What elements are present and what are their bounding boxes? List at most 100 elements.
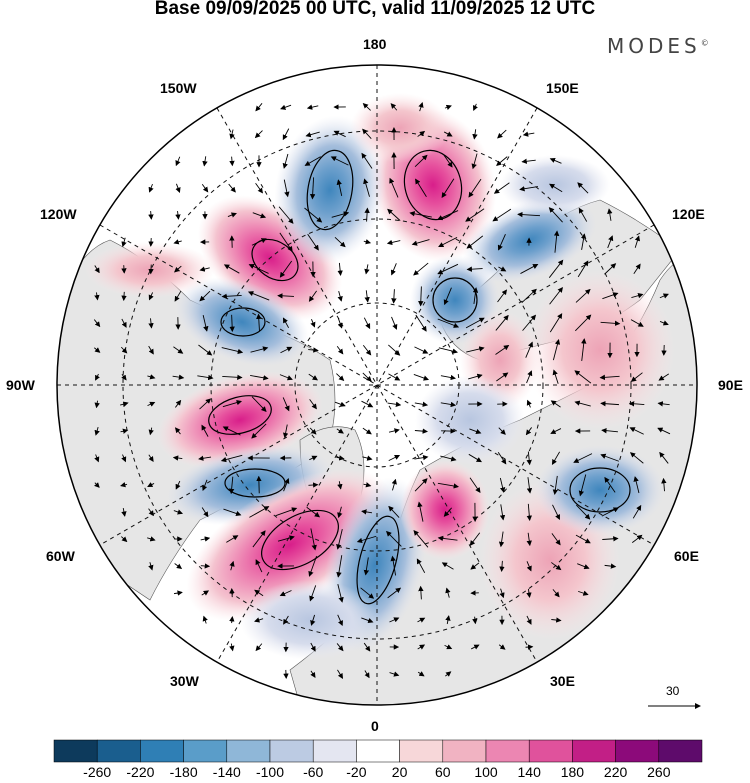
wind-vector	[497, 234, 506, 251]
wind-vector	[120, 401, 129, 407]
wind-vector	[549, 157, 562, 164]
wind-vector	[604, 263, 617, 275]
wind-vector	[386, 530, 402, 547]
wind-vector	[172, 455, 183, 461]
wind-vector	[389, 177, 399, 198]
wind-vector	[495, 314, 509, 331]
wind-vector	[631, 534, 643, 544]
wind-vector	[254, 130, 263, 139]
graticule	[57, 65, 697, 705]
wind-vector	[121, 454, 127, 463]
wind-vector	[388, 505, 400, 518]
wind-vector	[309, 585, 317, 602]
wind-vector	[522, 131, 535, 137]
wind-vector	[632, 504, 642, 519]
colorbar-tick-label: -220	[126, 764, 155, 780]
wind-vector	[391, 316, 398, 330]
wind-vector	[418, 286, 424, 307]
wind-vector	[174, 265, 182, 273]
wind-vector	[306, 506, 321, 518]
wind-vector	[443, 287, 452, 306]
wind-vector	[525, 341, 533, 358]
wind-vector	[336, 179, 343, 196]
wind-vector	[362, 102, 371, 111]
wind-vector	[465, 208, 485, 222]
wind-vector	[254, 589, 264, 597]
wind-vector	[256, 313, 262, 332]
wind-vector	[310, 642, 316, 652]
wind-vector	[499, 477, 506, 493]
wind-vector	[306, 104, 319, 110]
wind-vector	[441, 562, 454, 570]
wind-vector	[280, 104, 292, 110]
wind-vector	[552, 589, 560, 598]
wind-vector	[279, 260, 293, 278]
wind-vector	[413, 530, 429, 548]
wind-vector	[172, 374, 185, 380]
wind-vector	[363, 557, 370, 576]
wind-vector	[497, 129, 507, 139]
wind-vector	[409, 211, 432, 218]
wind-vector	[201, 183, 209, 193]
wind-vector	[552, 475, 559, 495]
wind-vector	[553, 230, 560, 253]
wind-vector	[470, 562, 480, 570]
wind-vector	[198, 455, 212, 461]
wind-vector	[94, 426, 100, 436]
wind-vector	[657, 427, 671, 435]
lon-label-30w: 30W	[170, 673, 199, 689]
wind-vector	[309, 399, 317, 410]
wind-vector	[308, 373, 318, 381]
wind-vector	[255, 102, 263, 112]
wind-vector	[575, 534, 591, 544]
wind-vector	[657, 401, 670, 407]
wind-vector	[391, 289, 397, 304]
wind-vector	[472, 103, 478, 111]
colorbar-swatch	[615, 739, 660, 763]
wind-vector	[173, 346, 184, 354]
wind-vector	[304, 156, 321, 166]
colorbar-tick-label: -60	[303, 764, 324, 780]
colorbar	[53, 739, 703, 763]
wind-vector	[120, 482, 128, 488]
wind-vector	[304, 207, 323, 223]
wind-vector	[468, 453, 482, 463]
wind-vector	[336, 346, 344, 355]
wind-vector	[252, 530, 266, 548]
wind-vector	[148, 345, 154, 355]
colorbar-tick-label: -20	[346, 764, 367, 780]
wind-vector	[310, 670, 316, 678]
colorbar-tick-label: 20	[391, 764, 408, 780]
wind-vector	[418, 585, 424, 600]
wind-vector	[634, 235, 641, 248]
wind-vector	[495, 344, 510, 355]
wind-vector	[600, 320, 621, 327]
wind-vector	[250, 346, 269, 353]
wind-vector	[175, 156, 181, 167]
wind-vector	[581, 338, 587, 361]
wind-vector	[390, 263, 397, 276]
wind-vector	[440, 401, 457, 408]
wind-vector	[362, 344, 372, 356]
wind-vector	[414, 454, 429, 461]
wind-vector	[360, 587, 375, 599]
wind-vector	[414, 346, 429, 354]
wind-vector	[387, 401, 402, 407]
wind-vector	[308, 347, 319, 353]
wind-vector	[148, 562, 154, 571]
wind-vector	[337, 481, 343, 490]
wind-vector	[526, 370, 533, 384]
wind-vector	[333, 130, 346, 138]
wind-vector	[363, 239, 372, 245]
wind-vector	[94, 454, 100, 463]
wind-vector	[659, 451, 669, 464]
wind-vector	[468, 178, 482, 198]
wind-vector	[551, 562, 562, 571]
wind-vector	[443, 131, 453, 137]
wind-vector	[147, 374, 156, 380]
wind-vector	[413, 262, 429, 276]
wind-vector	[526, 399, 532, 408]
wind-vector	[519, 186, 538, 192]
wind-vector	[573, 453, 593, 463]
wind-vector	[466, 346, 485, 353]
